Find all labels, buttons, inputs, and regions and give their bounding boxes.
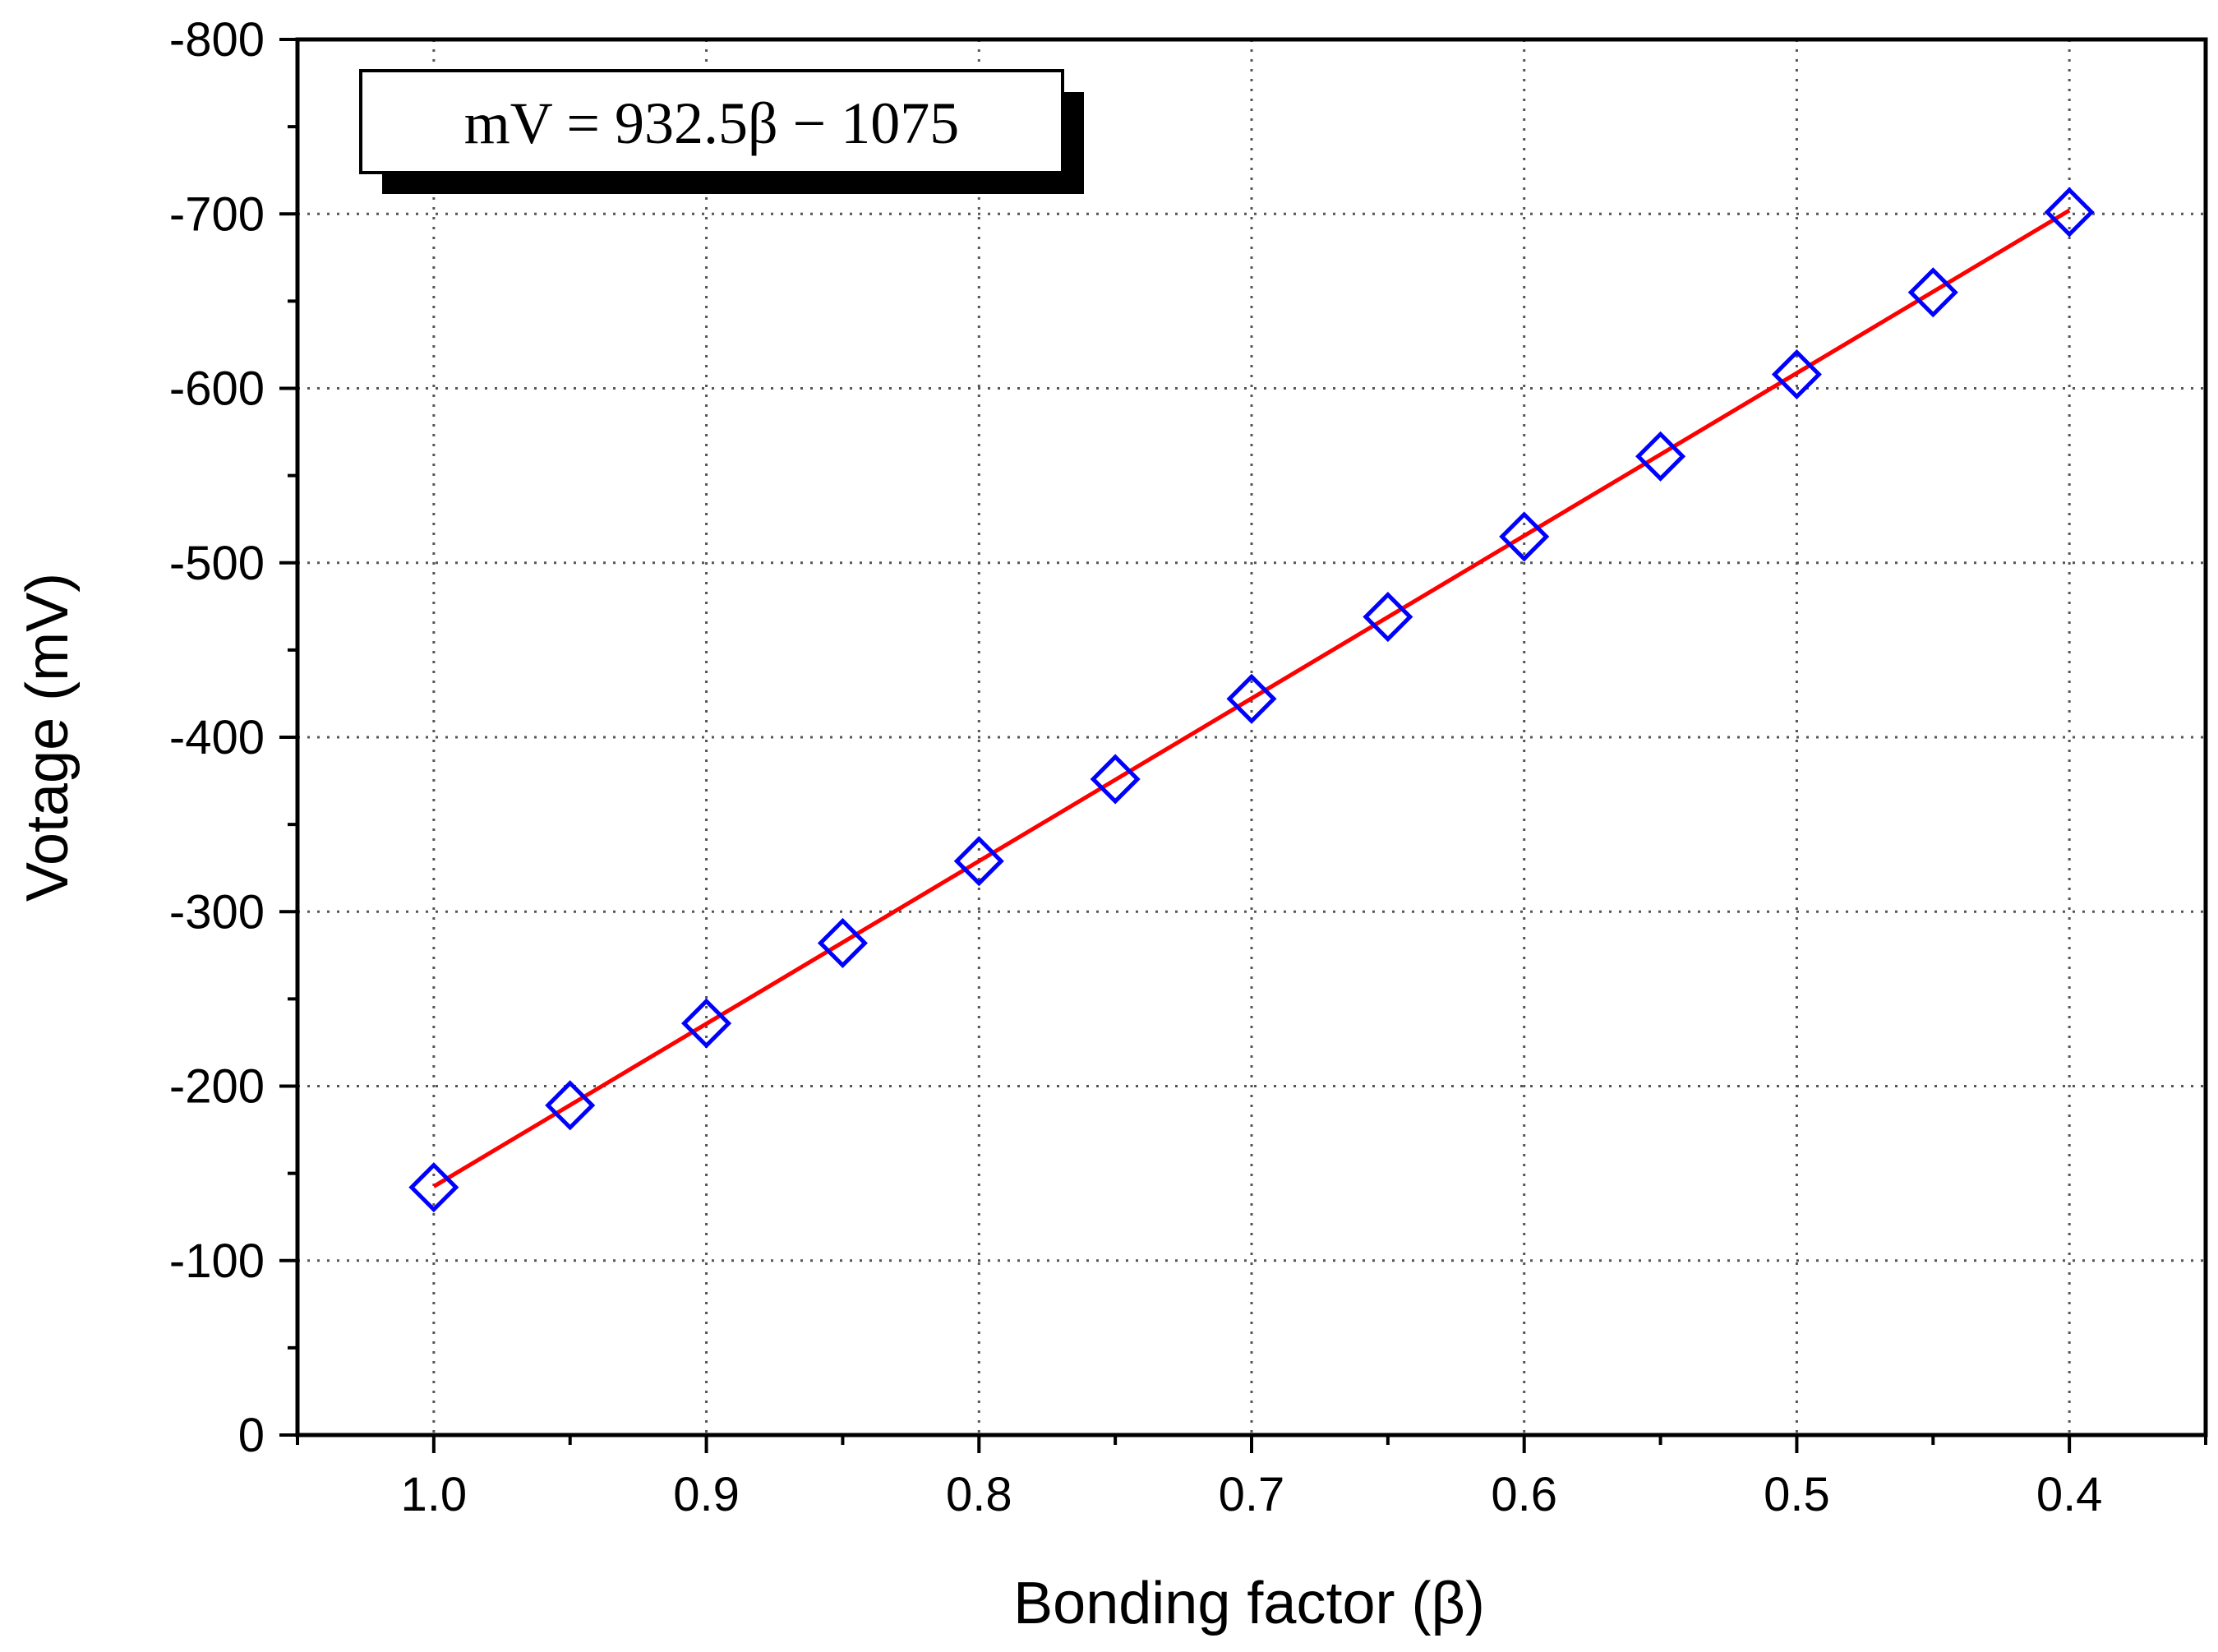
x-tick-label: 0.5 bbox=[1764, 1468, 1830, 1521]
y-tick-label: -800 bbox=[169, 13, 265, 67]
y-tick-label: 0 bbox=[238, 1409, 265, 1462]
x-tick-label: 0.7 bbox=[1219, 1468, 1285, 1521]
y-tick-label: -500 bbox=[169, 537, 265, 590]
x-tick-label: 0.6 bbox=[1491, 1468, 1557, 1521]
equation-annotation: mV = 932.5β − 1075 bbox=[361, 71, 1084, 194]
chart: 1.0 0.9 0.8 0.7 0.6 0.5 0.4 0 -100 -200 -300 -400 -5… bbox=[0, 0, 2218, 1652]
chart-background bbox=[0, 0, 2218, 1652]
y-tick-label: -700 bbox=[169, 187, 265, 241]
x-tick-label: 0.4 bbox=[2036, 1468, 2103, 1521]
x-tick-label: 1.0 bbox=[401, 1468, 468, 1521]
y-tick-label: -600 bbox=[169, 362, 265, 416]
y-tick-label: -200 bbox=[169, 1060, 265, 1114]
y-tick-label: -100 bbox=[169, 1234, 265, 1288]
y-axis-title: Votage (mV) bbox=[15, 573, 81, 902]
y-tick-label: -400 bbox=[169, 711, 265, 764]
x-tick-label: 0.8 bbox=[946, 1468, 1012, 1521]
y-tick-label: -300 bbox=[169, 885, 265, 939]
x-axis-title: Bonding factor (β) bbox=[1013, 1571, 1485, 1636]
x-tick-label: 0.9 bbox=[673, 1468, 740, 1521]
annotation-text: mV = 932.5β − 1075 bbox=[464, 90, 960, 156]
